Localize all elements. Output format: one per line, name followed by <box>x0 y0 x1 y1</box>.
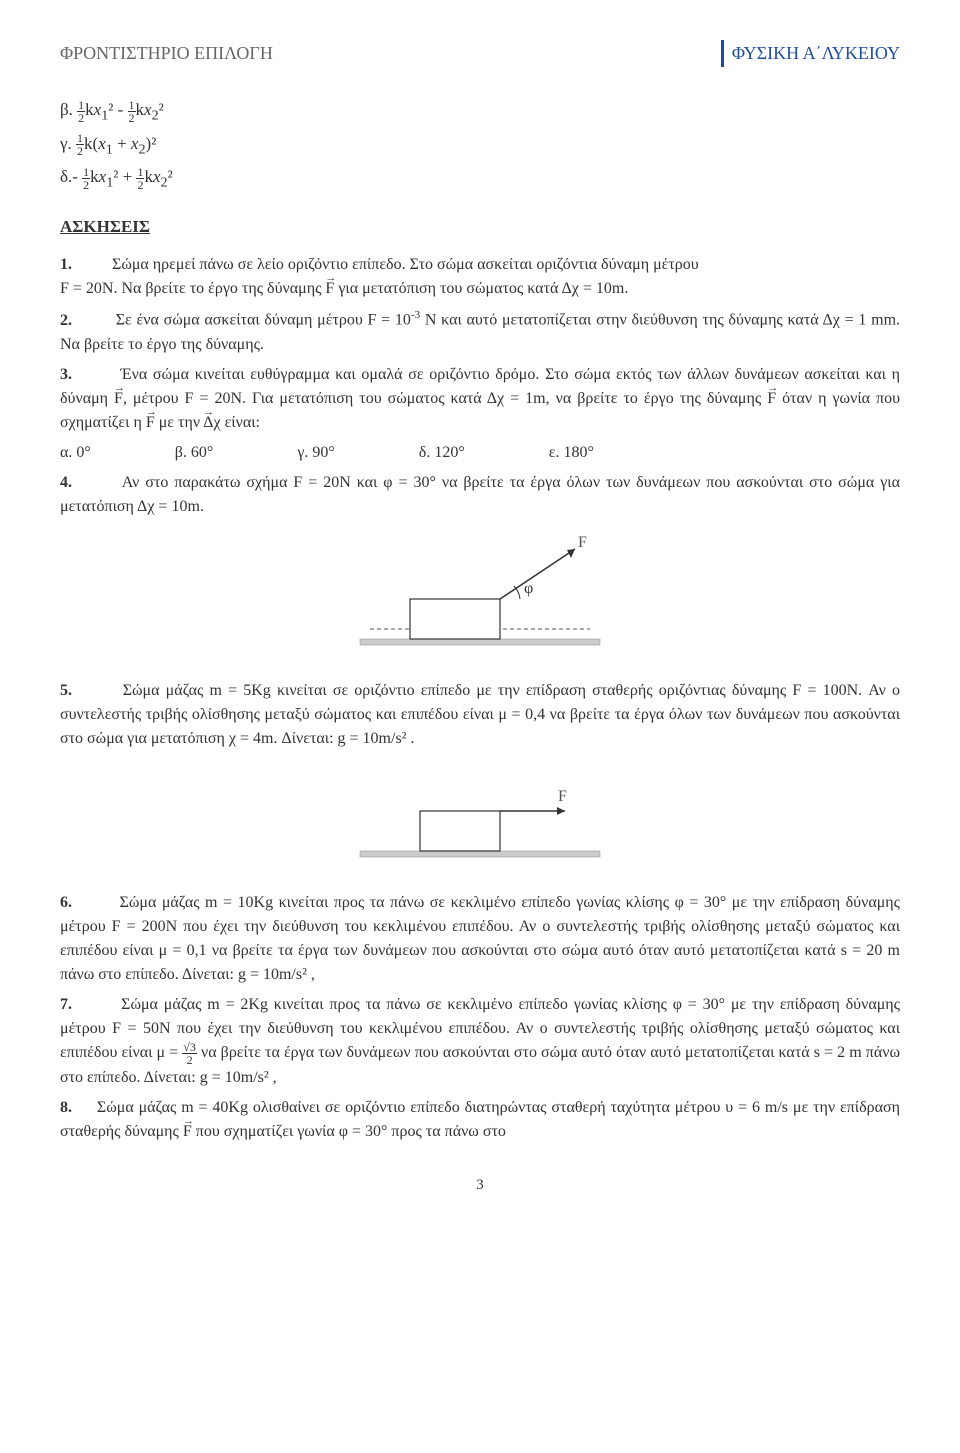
section-title-exercises: ΑΣΚΗΣΕΙΣ <box>60 214 900 240</box>
figure-4: F φ <box>60 529 900 659</box>
formula-beta: β. 12kx1² - 12kx2² <box>60 97 900 127</box>
header-left: ΦΡΟΝΤΙΣΤΗΡΙΟ ΕΠΙΛΟΓΗ <box>60 40 273 67</box>
exercise-2: 2. Σε ένα σώμα ασκείται δύναμη μέτρου F … <box>60 307 900 356</box>
exercise-1: 1. Σώμα ηρεμεί πάνω σε λείο οριζόντιο επ… <box>60 253 900 301</box>
exercise-8: 8. Σώμα μάζας m = 40Kg ολισθαίνει σε ορι… <box>60 1096 900 1144</box>
formula-gamma: γ. 12k(x1 + x2)² <box>60 131 900 161</box>
svg-text:φ: φ <box>524 580 533 597</box>
svg-text:F: F <box>558 788 567 805</box>
svg-text:F: F <box>578 534 587 551</box>
exercise-3-angles: α. 0° β. 60° γ. 90° δ. 120° ε. 180° <box>60 441 900 465</box>
exercise-7: 7. Σώμα μάζας m = 2Kg κινείται προς τα π… <box>60 993 900 1090</box>
exercise-3: 3. Ένα σώμα κινείται ευθύγραμμα και ομαλ… <box>60 363 900 435</box>
exercise-6: 6. Σώμα μάζας m = 10Kg κινείται προς τα … <box>60 891 900 987</box>
exercise-4: 4. Αν στο παρακάτω σχήμα F = 20N και φ =… <box>60 471 900 519</box>
formula-delta: δ.- 12kx1² + 12kx2² <box>60 164 900 194</box>
exercise-5: 5. Σώμα μάζας m = 5Kg κινείται σε οριζόν… <box>60 679 900 751</box>
header-right: ΦΥΣΙΚΗ Α΄ΛΥΚΕΙΟΥ <box>721 40 900 67</box>
figure-5: F <box>60 761 900 871</box>
page-header: ΦΡΟΝΤΙΣΤΗΡΙΟ ΕΠΙΛΟΓΗ ΦΥΣΙΚΗ Α΄ΛΥΚΕΙΟΥ <box>60 40 900 67</box>
page-number: 3 <box>60 1174 900 1197</box>
